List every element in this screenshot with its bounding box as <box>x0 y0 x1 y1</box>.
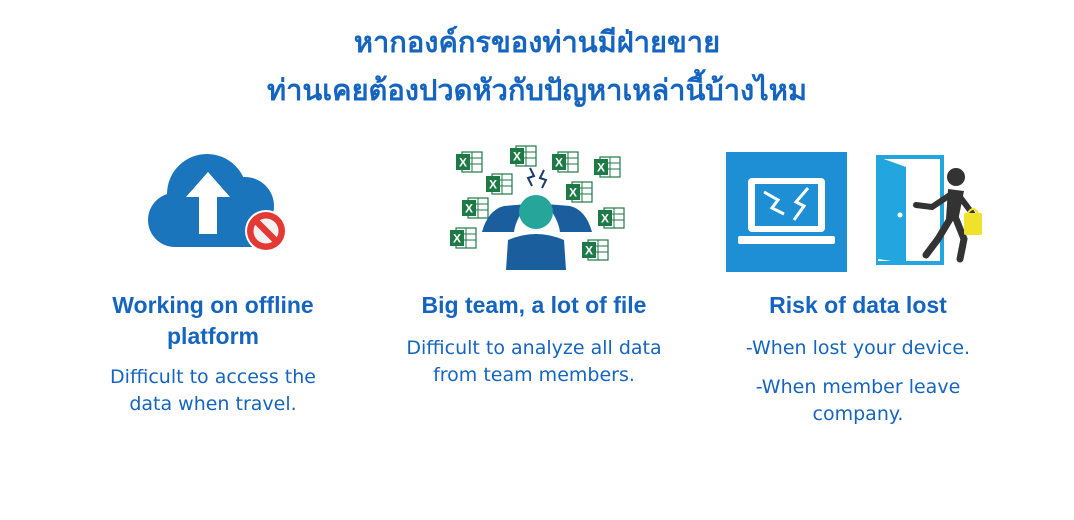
feature-heading-line-2: platform <box>167 323 259 349</box>
feature-description: Difficult to access the data when travel… <box>63 364 363 418</box>
risk-item-member-leave: -When member leave company. <box>708 374 1008 428</box>
risk-item-line-1: -When member leave <box>755 376 961 398</box>
page-title-line-2: ท่านเคยต้องปวดหัวกับปัญหาเหล่านี้บ้างไหม <box>267 73 807 107</box>
feature-risk-data-lost: Risk of data lost -When lost your device… <box>708 290 1008 428</box>
stressed-person-excel-files-icon: X <box>449 145 625 270</box>
risk-item-line-2: company. <box>812 403 904 425</box>
feature-offline-platform: Working on offline platform Difficult to… <box>63 290 363 418</box>
feature-description-line-1: Difficult to analyze all data <box>406 337 662 359</box>
risk-item-lost-device: -When lost your device. <box>745 337 971 359</box>
cloud-upload-blocked-icon <box>148 154 287 252</box>
feature-big-team: Big team, a lot of file Difficult to ana… <box>384 290 684 389</box>
person-leaving-door-icon <box>876 155 982 265</box>
feature-heading: Working on offline platform <box>63 290 363 352</box>
page-title-line-1: หากองค์กรของท่านมีฝ่ายขาย <box>353 25 721 59</box>
feature-description: Difficult to analyze all data from team … <box>384 335 684 389</box>
feature-description-line-1: Difficult to access the <box>110 366 316 388</box>
feature-description-line-2: from team members. <box>433 364 635 386</box>
broken-laptop-icon <box>726 152 847 272</box>
feature-heading: Risk of data lost <box>769 292 947 318</box>
feature-heading-line-1: Working on offline <box>112 292 314 318</box>
feature-heading: Big team, a lot of file <box>421 292 647 318</box>
feature-description-line-2: data when travel. <box>129 393 297 415</box>
